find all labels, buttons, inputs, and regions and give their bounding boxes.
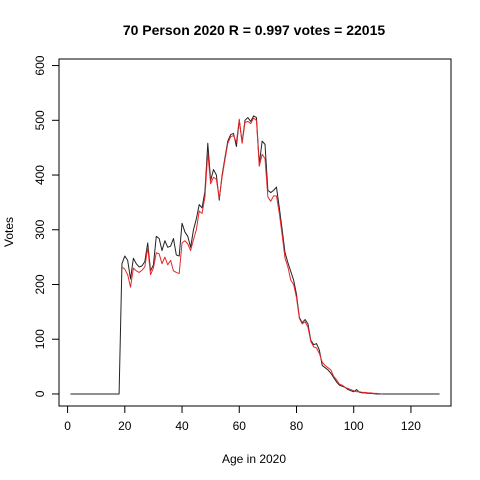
x-tick-label: 20 <box>118 419 132 433</box>
series-line-1 <box>70 115 440 395</box>
y-tick-label: 100 <box>33 329 47 349</box>
x-tick-label: 40 <box>175 419 189 433</box>
x-tick-label: 60 <box>233 419 247 433</box>
y-tick-label: 600 <box>33 55 47 75</box>
series-group <box>70 115 440 395</box>
y-tick-label: 200 <box>33 274 47 294</box>
chart-title: 70 Person 2020 R = 0.997 votes = 22015 <box>123 22 386 38</box>
plot-area-frame <box>58 58 452 407</box>
y-tick-label: 500 <box>33 110 47 130</box>
x-tick-label: 120 <box>401 419 421 433</box>
x-tick-label: 100 <box>344 419 364 433</box>
y-axis: 0 100 200 300 400 500 600 <box>33 55 60 397</box>
y-tick-label: 300 <box>33 219 47 239</box>
x-axis: 0 20 40 60 80 100 120 <box>64 405 421 433</box>
y-tick-label: 0 <box>33 390 47 397</box>
x-tick-label: 0 <box>64 419 71 433</box>
series-line-2 <box>121 117 383 395</box>
y-axis-label: Votes <box>2 217 16 247</box>
x-axis-label: Age in 2020 <box>222 452 286 466</box>
x-tick-label: 80 <box>290 419 304 433</box>
y-tick-label: 400 <box>33 165 47 185</box>
